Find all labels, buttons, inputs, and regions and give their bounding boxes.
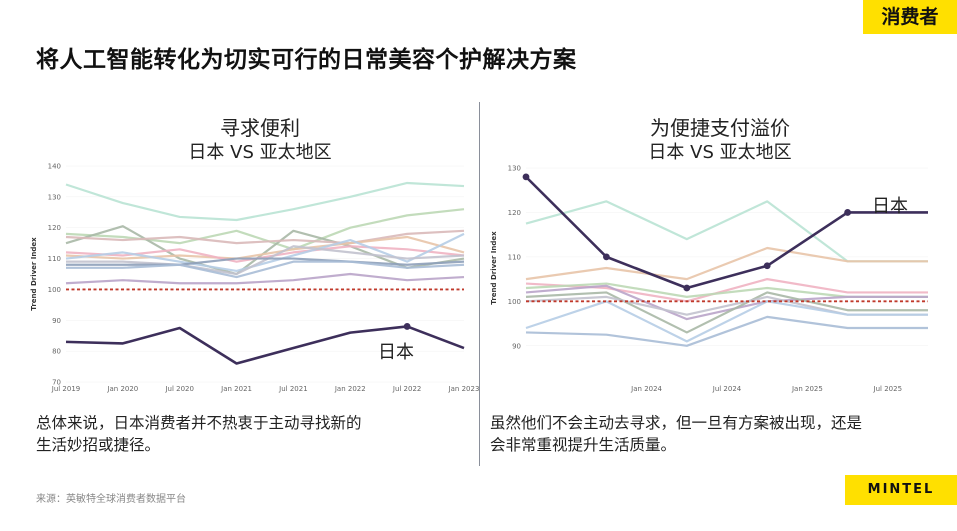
x-tick-label: Jul 2020 [164,385,194,393]
series-line-japan [65,325,465,365]
series-line-s2 [65,208,465,251]
series-line-japan [525,175,928,290]
x-tick-label: Jul 2019 [51,385,81,393]
y-tick-label: 100 [508,298,521,306]
left-line-chart: 70 80 90 100 110 120 130 140 Trend Driver Index J… [30,163,479,394]
x-tick-label: Jul 2025 [873,385,903,393]
series-line-s6 [525,291,928,334]
series-line-s5 [65,235,465,260]
y-tick-label: 100 [48,286,61,294]
series-line-s11 [65,272,465,285]
y-axis-title: Trend Driver Index [30,237,38,311]
y-tick-label: 110 [48,255,61,263]
japan-series-label: 日本 [872,196,908,217]
japan-data-point [522,173,530,181]
series-line-s8 [525,300,928,343]
right-caption-line-1: 虽然他们不会主动去寻求，但一旦有方案被出现，还是 [490,414,863,432]
left-caption: 总体来说，日本消费者并不热衷于主动寻找新的 生活妙招或捷径。 [36,412,466,456]
left-caption-line-1: 总体来说，日本消费者并不热衷于主动寻找新的 [36,414,362,432]
right-caption-line-2: 会非常重视提升生活质量。 [490,436,677,454]
x-tick-label: Jan 2024 [630,385,662,393]
japan-data-point [683,284,691,292]
y-axis-title: Trend Driver Index [490,231,498,305]
panel-divider [479,102,480,466]
series-line-s1 [65,181,465,222]
y-tick-label: 140 [48,163,61,171]
right-line-chart: 90 100 110 120 130 Trend Driver Index Jan 2024… [490,165,928,393]
x-tick-label: Jan 2022 [334,385,366,393]
series-line-s9 [66,257,465,266]
left-caption-line-2: 生活妙招或捷径。 [36,436,161,454]
series-line-s10 [66,260,465,279]
series-line-s1 [525,200,928,263]
source-note: 来源：英敏特全球消费者数据平台 [36,494,186,505]
right-caption: 虽然他们不会主动去寻求，但一旦有方案被出现，还是 会非常重视提升生活质量。 [490,412,945,456]
japan-data-point [763,262,771,270]
y-tick-label: 110 [508,253,521,261]
japan-data-point [403,323,411,330]
y-tick-label: 80 [52,348,61,356]
mintel-logo: MINTEL [845,475,957,505]
series-line-s9 [525,315,928,347]
right-chart-title: 为便捷支付溢价 [650,116,790,140]
japan-data-point [603,253,610,261]
left-chart-title: 寻求便利 [220,116,300,140]
y-tick-label: 70 [52,379,61,387]
y-tick-label: 90 [52,317,61,325]
x-tick-label: Jan 2023 [448,385,480,393]
japan-series-label: 日本 [378,342,414,363]
x-tick-label: Jan 2021 [220,385,252,393]
series-line-s2 [525,246,928,281]
y-tick-label: 90 [512,342,521,350]
x-tick-label: Jan 2025 [791,385,823,393]
y-tick-label: 120 [508,209,521,217]
right-chart-subtitle: 日本 VS 亚太地区 [648,142,792,163]
x-tick-label: Jul 2022 [392,385,422,393]
series-line-s5 [525,284,928,321]
series-line-s8 [66,245,465,276]
japan-data-point [844,209,851,216]
series-line-s4 [65,229,465,245]
y-tick-label: 120 [48,224,61,232]
category-tag: 消费者 [863,0,957,34]
x-tick-label: Jan 2020 [106,385,138,393]
page-title: 将人工智能转化为切实可行的日常美容个护解决方案 [36,47,577,73]
left-chart-subtitle: 日本 VS 亚太地区 [188,142,332,163]
x-tick-label: Jul 2024 [712,385,742,393]
y-tick-label: 130 [48,193,61,201]
y-tick-label: 130 [508,165,521,173]
x-tick-label: Jul 2021 [278,385,308,393]
